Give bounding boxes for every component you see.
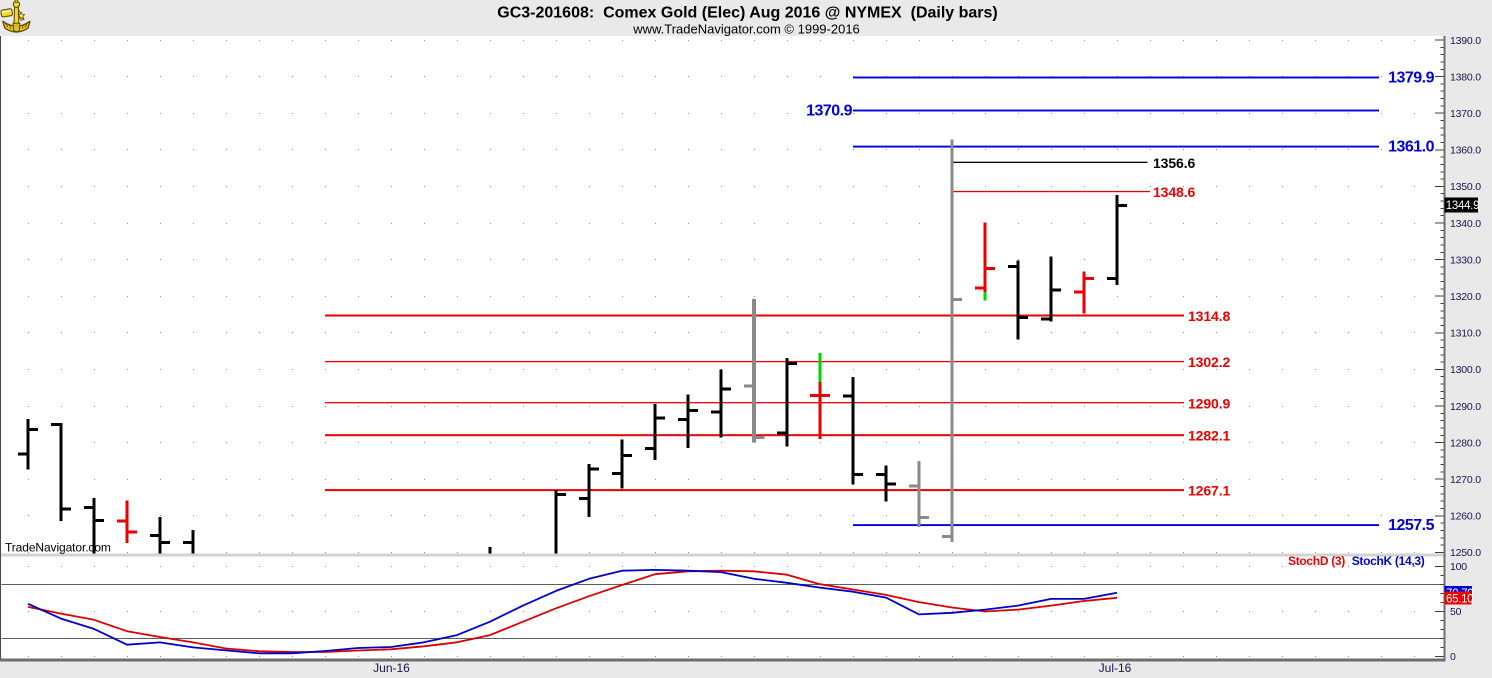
svg-text:1380.0: 1380.0 [1450, 71, 1481, 83]
svg-text:1356.6: 1356.6 [1153, 155, 1196, 171]
svg-text:1390.0: 1390.0 [1450, 35, 1481, 47]
svg-text:1320.0: 1320.0 [1450, 291, 1481, 303]
svg-text:1360.0: 1360.0 [1450, 145, 1481, 157]
svg-text:1257.5: 1257.5 [1388, 517, 1435, 534]
svg-text:1370.9: 1370.9 [806, 103, 853, 120]
svg-text:1250.0: 1250.0 [1450, 547, 1481, 559]
svg-text:1310.0: 1310.0 [1450, 328, 1481, 340]
svg-text:1314.8: 1314.8 [1188, 308, 1231, 324]
svg-text:1348.6: 1348.6 [1153, 184, 1196, 200]
svg-text:TradeNavigator.com: TradeNavigator.com [5, 541, 111, 555]
svg-text:1267.1: 1267.1 [1188, 482, 1231, 498]
svg-text:StochD (3): StochD (3) [1288, 554, 1345, 568]
svg-text:0: 0 [1450, 651, 1456, 663]
svg-text:1282.1: 1282.1 [1188, 428, 1231, 444]
svg-text:www.TradeNavigator.com © 1999-: www.TradeNavigator.com © 1999-2016 [632, 22, 860, 37]
svg-text:1270.0: 1270.0 [1450, 474, 1481, 486]
svg-text:50: 50 [1450, 606, 1462, 618]
svg-text:1290.0: 1290.0 [1450, 401, 1481, 413]
svg-text:1260.0: 1260.0 [1450, 511, 1481, 523]
svg-text:1379.9: 1379.9 [1388, 70, 1435, 87]
svg-text:100: 100 [1450, 561, 1467, 573]
svg-text:1340.0: 1340.0 [1450, 218, 1481, 230]
svg-text:1302.2: 1302.2 [1188, 354, 1231, 370]
svg-text:StochK (14,3): StochK (14,3) [1352, 554, 1425, 568]
svg-text:1361.0: 1361.0 [1388, 139, 1435, 156]
svg-text:1290.9: 1290.9 [1188, 395, 1231, 411]
svg-text:1280.0: 1280.0 [1450, 437, 1481, 449]
svg-text:65.10: 65.10 [1446, 593, 1473, 605]
svg-text:1344.9: 1344.9 [1446, 200, 1479, 212]
svg-text:Jul-16: Jul-16 [1099, 661, 1132, 675]
svg-text:1300.0: 1300.0 [1450, 364, 1481, 376]
svg-text:1350.0: 1350.0 [1450, 181, 1481, 193]
svg-text:1330.0: 1330.0 [1450, 254, 1481, 266]
svg-text:Jun-16: Jun-16 [373, 661, 410, 675]
svg-text:1370.0: 1370.0 [1450, 108, 1481, 120]
svg-text:GC3-201608: Comex Gold (Elec): GC3-201608: Comex Gold (Elec) Aug 2016 @… [497, 5, 998, 22]
